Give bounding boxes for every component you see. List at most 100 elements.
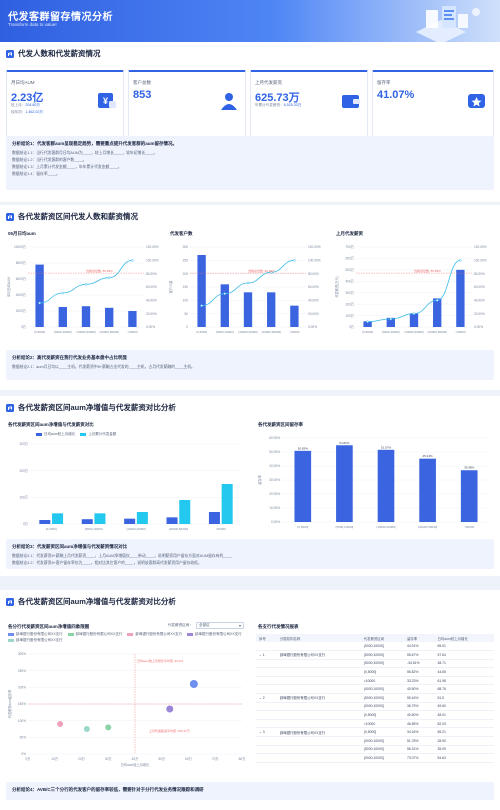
mark-label: 当前总位数: 80.83% — [414, 268, 441, 273]
section-title: 各代发薪资区间aum净增值与代发薪资对比分析 — [18, 403, 176, 412]
cell-range: (0,5000] — [360, 667, 404, 677]
yen-wallet-icon: ¥ — [98, 93, 116, 108]
bar-salary — [52, 513, 64, 524]
data-label: 45.24% — [423, 454, 434, 458]
bar-salary — [221, 484, 233, 524]
line-point — [107, 276, 111, 279]
table-row[interactable]: (0000,10000] 44.91% 65.01 — [256, 642, 494, 652]
x-tick-label: (5000,10000] — [336, 525, 354, 529]
line-point — [366, 320, 369, 323]
table-row[interactable]: (0000,10000] 73.07% 54.63 — [256, 753, 494, 763]
line-point — [38, 301, 41, 305]
cell-range: (5000,10000] — [360, 745, 404, 755]
cell-range: (5000,10000] — [360, 659, 404, 669]
y2-tick-label: 40.00% — [474, 299, 485, 303]
kpi-sub-ytd: 较年初：1,462.02万 — [11, 110, 43, 114]
wallet-icon — [342, 95, 360, 108]
x-tick-label: (10000,20000] — [376, 525, 396, 529]
bar-salary — [179, 500, 191, 524]
chart-title: 上月代发薪资 — [336, 231, 363, 236]
col-header[interactable]: 代发薪资区间 — [360, 634, 404, 642]
y-tick-label: 0 — [186, 325, 188, 329]
x-tick-label: 10万 — [51, 757, 58, 761]
bar — [460, 470, 478, 522]
cell-org — [276, 667, 361, 677]
note-title: 分析结论3：代发薪资区间aum净增值与代发薪资情况对比 — [12, 544, 128, 549]
cell-rate: 73.07% — [403, 753, 435, 763]
y2-tick-label: 20.00% — [474, 312, 485, 316]
col-header[interactable]: 分属机构名称 — [276, 634, 361, 642]
page-banner: 代发客群留存情况分析 Transform data to value! — [0, 0, 500, 42]
cell-growth: 49.60 — [434, 702, 494, 712]
y-axis-label: 代发薪资aum留存率 — [7, 689, 12, 718]
y-tick-label: 150% — [18, 702, 26, 706]
table-row[interactable]: (0000,10000] 51.78% 28.90 — [256, 736, 494, 746]
select-value[interactable]: 全部区 — [196, 622, 244, 629]
table-row[interactable]: (5000,10000] 56.31% 35.09 — [256, 745, 494, 755]
cell-rate: 36.79% — [403, 702, 435, 712]
bar — [419, 458, 436, 522]
table-row[interactable]: (0000,10000] 40.50% 68.76 — [256, 684, 494, 695]
y-tick-label: 6000万 — [16, 277, 26, 281]
bar — [363, 321, 372, 327]
section-branch-analysis: 各代发薪资区间aum净增值与代发薪资对比分析 各分行代发薪资区间aum净增值四象… — [0, 590, 500, 810]
col-header[interactable]: 序号 — [256, 634, 277, 642]
cell-range: (0000,10000] — [360, 736, 404, 746]
chart-legend: 日均aum较上月增长 上月累计代发金额 — [36, 432, 116, 437]
table-row[interactable]: >10000 33.23% 61.98 — [256, 676, 494, 686]
cell-growth: 65.21 — [434, 727, 494, 738]
scatter-point — [83, 726, 90, 732]
svg-text:¥: ¥ — [103, 96, 108, 106]
col-header[interactable]: 日均aum较上月增长 — [434, 634, 494, 642]
table-row[interactable]: (0000,10000] 36.79% 49.60 — [256, 702, 494, 712]
x-axis-label: 日均aum较上月增长 — [121, 762, 150, 767]
x-tick-label: 40万 — [132, 757, 139, 761]
scatter-point — [57, 721, 64, 727]
table-row[interactable]: (0,5000] 40.60% 48.01 — [256, 710, 494, 720]
isometric-decoration-icon — [416, 6, 480, 42]
line-point — [293, 259, 296, 262]
x-tick-label: (20000,50000] — [428, 330, 448, 334]
section-title: 各代发薪资区间aum净增值与代发薪资对比分析 — [18, 597, 176, 606]
scatter-point — [105, 724, 112, 731]
cell-range: >10000 — [360, 676, 404, 686]
cell-org: 蚌埠银行股份有限公司XX支行 — [276, 693, 361, 703]
scatter-point — [189, 680, 198, 688]
y-tick-label: 300% — [18, 652, 26, 656]
x-tick-label: 60万 — [185, 757, 192, 761]
x-tick-label: 80万 — [239, 757, 246, 761]
combo-chart-aum: 10000万 8000万 6000万 4000万 2000万 0万 120.00% 100.0… — [6, 245, 159, 334]
line-point — [412, 312, 416, 315]
table-row[interactable]: >10000 46.55% 82.03 — [256, 719, 494, 729]
select-label: 代发薪资区间： — [167, 623, 193, 627]
table-row[interactable]: ⌄ 3 蚌埠银行股份有限公司XX支行 (0,5000] 34.16% 65.21 — [256, 727, 494, 738]
col-header[interactable]: 留存率 — [403, 634, 435, 642]
table-row[interactable]: ⌄ 2 蚌埠银行股份有限公司XX支行 (5000,10000] 55.16% 51.5 — [256, 693, 494, 703]
salary-range-select[interactable]: 代发薪资区间： 全部区 — [168, 622, 244, 629]
x-tick-label: (20000,50000] — [418, 525, 438, 529]
cell-org — [276, 684, 361, 695]
table-row[interactable]: ⌄ 1 蚌埠银行股份有限公司XX支行 (5000,10000] 55.67% 57.64 — [256, 650, 494, 660]
kpi-value: 853 — [133, 89, 152, 101]
cell-rate: 56.31% — [403, 745, 435, 755]
x-tick-label: (10000,20000] — [238, 330, 258, 334]
bar — [377, 449, 395, 522]
combo-chart-salary: 700万 600万 500万 400万 300万 200万 100万 0万 120.00% 100… — [334, 245, 487, 334]
bar — [105, 307, 114, 327]
bar — [197, 255, 206, 327]
x-tick-label: >50000 — [127, 330, 137, 334]
section-title: 各代发薪资区间代发人数和薪资情况 — [18, 212, 138, 221]
table-row[interactable]: (0,5000] 56.82% 44.65 — [256, 667, 494, 677]
line-point — [246, 281, 250, 285]
cell-range: (0,5000] — [360, 710, 404, 720]
bar — [409, 313, 419, 327]
bar — [433, 298, 442, 327]
cell-org: 蚌埠银行股份有限公司XX支行 — [276, 727, 361, 738]
y-tick-label: 300 — [183, 245, 189, 249]
y-tick-label: 2000万 — [16, 309, 26, 313]
cell-no: ⌄ 3 — [256, 727, 277, 738]
bar — [128, 311, 137, 327]
table-row[interactable]: (5000,10000] -34.51% 48.71 — [256, 659, 494, 669]
branch-table: 序号 分属机构名称 代发薪资区间 留存率 日均aum较上月增长 (0000,10… — [256, 634, 494, 763]
x-tick-label: (0,5000] — [46, 527, 57, 531]
